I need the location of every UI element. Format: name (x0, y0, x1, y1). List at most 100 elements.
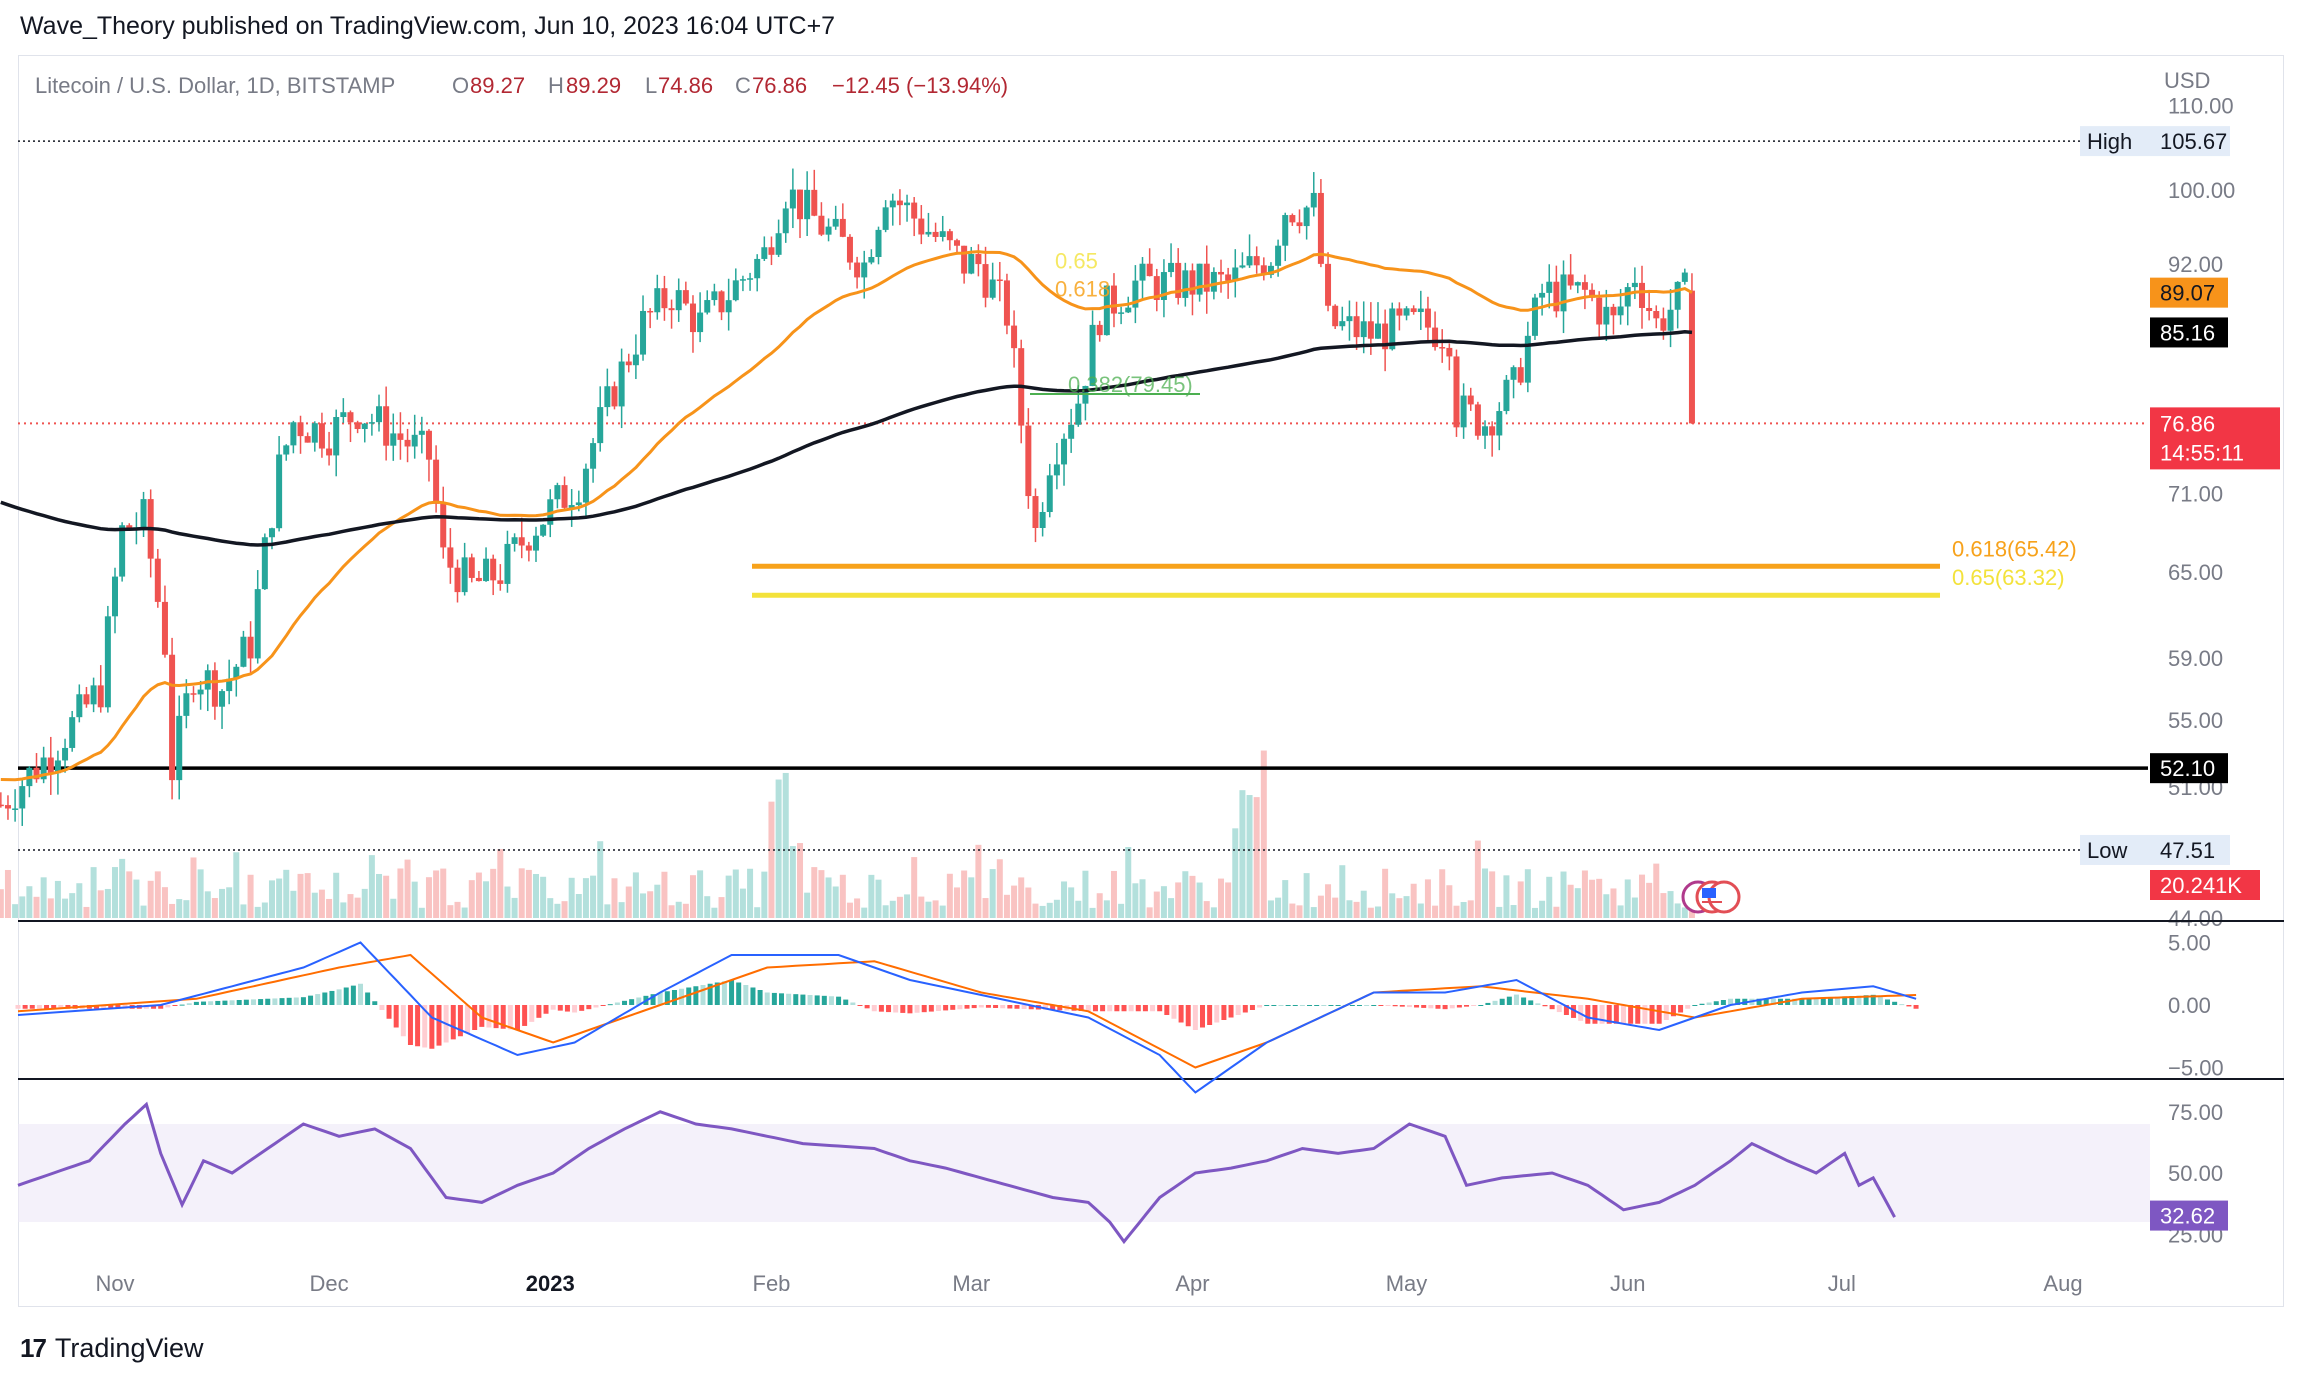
volume-bar (1403, 896, 1410, 918)
volume-bar (904, 894, 911, 918)
high-label: H (548, 73, 564, 98)
volume-bar (1567, 884, 1574, 918)
volume-bar (1524, 869, 1531, 918)
candle-body (618, 361, 625, 407)
candle-body (1403, 308, 1410, 316)
volume-bar (333, 872, 340, 918)
volume-bar (854, 898, 861, 918)
macd-histogram-bar (165, 1005, 171, 1008)
tradingview-logo[interactable]: 17 TradingView (20, 1333, 204, 1364)
candle-body (1139, 263, 1146, 281)
volume-bar (797, 843, 804, 918)
volume-bar (747, 868, 754, 918)
volume-bar (204, 891, 211, 918)
candle-body (418, 430, 425, 435)
macd-histogram-bar (828, 996, 834, 1005)
macd-histogram-bar (1014, 1005, 1020, 1009)
macd-histogram-bar (379, 1005, 385, 1010)
macd-histogram-bar (208, 1001, 214, 1005)
volume-bar (90, 867, 97, 918)
candle-body (632, 354, 639, 366)
macd-histogram-bar (1571, 1005, 1577, 1018)
macd-histogram-bar (29, 1005, 35, 1009)
candle-body (611, 386, 618, 407)
volume-bar (1232, 828, 1239, 918)
macd-histogram-bar (736, 982, 742, 1005)
volume-bar (1189, 875, 1196, 918)
candle-body (1239, 265, 1246, 268)
candle-body (1574, 282, 1581, 286)
macd-histogram-bar (743, 985, 749, 1005)
candle-body (590, 443, 597, 469)
candle-body (1011, 325, 1018, 349)
candle-body (1460, 395, 1467, 428)
macd-histogram-bar (151, 1005, 157, 1009)
candle-body (1631, 282, 1638, 288)
macd-histogram-bar (978, 1005, 984, 1008)
macd-histogram-bar (807, 995, 813, 1005)
flag-icon[interactable] (1681, 880, 1741, 914)
candle-body (475, 577, 482, 582)
macd-histogram-bar (550, 1005, 556, 1010)
macd-histogram-bar (486, 1005, 492, 1028)
macd-histogram-bar (750, 987, 756, 1005)
volume-bar (1631, 897, 1638, 918)
macd-histogram-bar (36, 1005, 42, 1009)
volume-bar (1039, 905, 1046, 918)
time-tick-label: Jul (1828, 1271, 1856, 1296)
candle-body (326, 448, 333, 456)
macd-histogram-bar (1642, 1005, 1648, 1024)
candle-body (1160, 272, 1167, 300)
close-label: C (735, 73, 751, 98)
volume-bar (1325, 884, 1332, 918)
macd-histogram-bar (1706, 1002, 1712, 1005)
volume-bar (261, 902, 268, 918)
candle-body (1417, 308, 1424, 313)
volume-bar (1389, 893, 1396, 918)
macd-histogram-bar (1278, 1005, 1284, 1006)
candle-body (290, 422, 297, 446)
macd-histogram-bar (864, 1005, 870, 1009)
macd-histogram-bar (850, 1002, 856, 1005)
macd-histogram-bar (714, 982, 720, 1005)
volume-bar (1510, 905, 1517, 918)
macd-histogram-bar (1428, 1005, 1434, 1009)
volume-bar (832, 886, 839, 918)
macd-histogram-bar (1092, 1005, 1098, 1012)
candle-body (0, 804, 4, 807)
macd-histogram-bar (1050, 1005, 1056, 1010)
macd-tick-label: −5.00 (2168, 1056, 2224, 1081)
volume-bar (47, 898, 54, 918)
volume-bar (1439, 869, 1446, 918)
macd-histogram-bar (1756, 998, 1762, 1005)
price-axis: 110.00100.0092.0085.0071.0065.0059.0055.… (2168, 93, 2235, 931)
macd-histogram-bar (193, 1001, 199, 1005)
macd-histogram-bar (1421, 1005, 1427, 1008)
volume-bar (1674, 903, 1681, 918)
volume-bar (789, 846, 796, 918)
macd-histogram-bar (1328, 1005, 1334, 1006)
volume-bar (982, 898, 989, 918)
candle-body (825, 226, 832, 235)
macd-histogram-bar (229, 1000, 235, 1005)
candle-body (804, 189, 811, 220)
candle-body (1296, 222, 1303, 227)
candle-body (953, 240, 960, 246)
macd-histogram-bar (757, 990, 763, 1005)
macd-histogram-bar (543, 1005, 549, 1014)
volume-bar (4, 869, 11, 918)
chart-frame (18, 55, 2284, 1307)
macd-histogram-bar (1028, 1005, 1034, 1010)
macd-histogram-bar (914, 1005, 920, 1013)
candle-body (1089, 324, 1096, 386)
volume-bar (1667, 891, 1674, 918)
macd-histogram-bar (1043, 1005, 1049, 1010)
candle-body (47, 757, 54, 774)
candle-body (276, 454, 283, 529)
volume-bar (1168, 898, 1175, 918)
candle-body (1075, 403, 1082, 425)
macd-histogram-bar (1770, 998, 1776, 1005)
macd-histogram-bar (1499, 998, 1505, 1005)
volume-bar (804, 892, 811, 918)
